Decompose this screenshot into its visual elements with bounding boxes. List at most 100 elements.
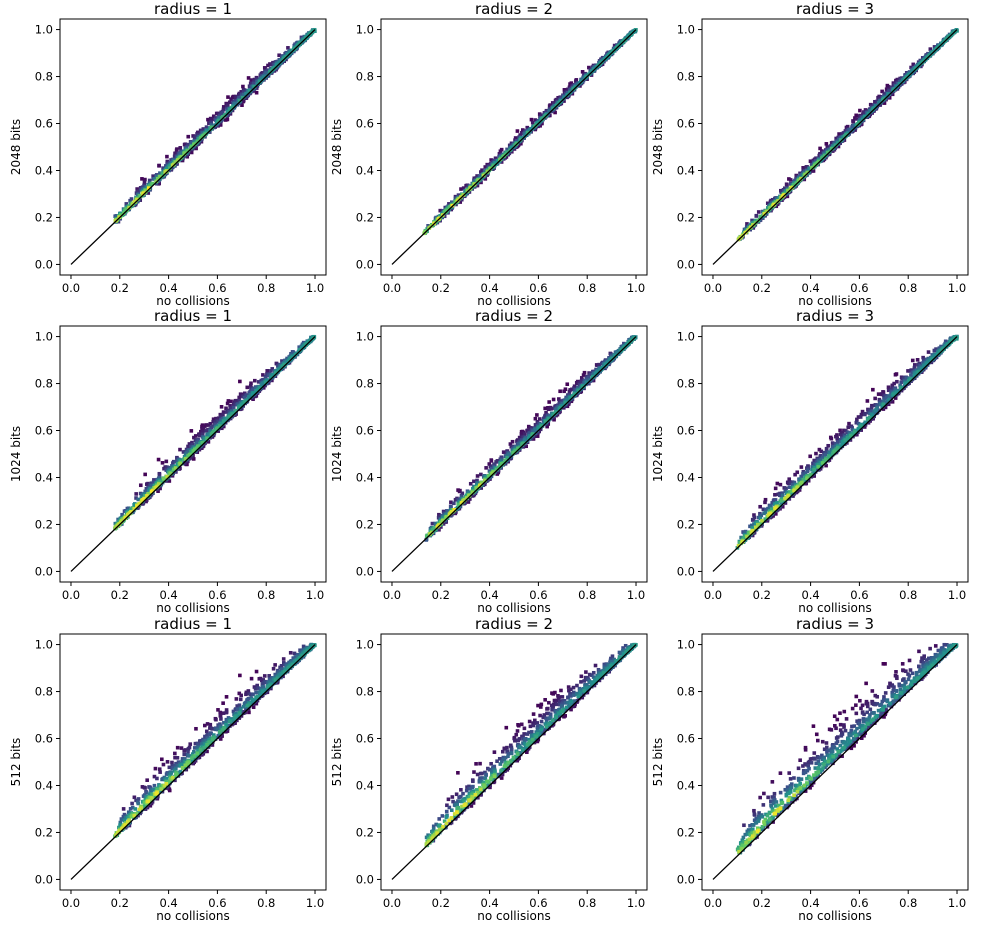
scatter-point <box>603 362 608 367</box>
scatter-point <box>456 193 461 197</box>
scatter-point <box>838 437 843 442</box>
scatter-point <box>248 395 253 399</box>
scatter-point <box>201 427 205 432</box>
scatter-point <box>123 516 128 520</box>
scatter-point <box>498 149 503 154</box>
scatter-point <box>866 112 871 116</box>
scatter-point <box>167 465 172 470</box>
scatter-point <box>535 434 540 438</box>
scatter-point <box>570 394 575 398</box>
scatter-point <box>748 225 753 229</box>
scatter-point <box>189 141 193 146</box>
scatter-point <box>218 113 222 118</box>
scatter-point <box>210 125 214 130</box>
scatter-point <box>161 477 166 481</box>
scatter-point <box>533 427 538 432</box>
scatter-point <box>771 499 776 503</box>
scatter-point <box>876 392 881 396</box>
scatter-point <box>851 124 856 128</box>
panel-title: radius = 1 <box>154 0 232 18</box>
scatter-point <box>260 382 264 387</box>
panel-2: 0.0 0.2 0.4 0.6 0.8 1.00.00.20.40.60.81.0radi… <box>330 0 648 308</box>
scatter-point <box>836 144 841 149</box>
scatter-point <box>124 207 129 211</box>
scatter-point <box>256 380 261 384</box>
scatter-point <box>581 373 586 377</box>
scatter-point <box>135 197 139 202</box>
scatter-point <box>255 82 260 86</box>
scatter-point <box>459 187 463 191</box>
scatter-point <box>223 417 228 421</box>
scatter-point <box>863 114 867 119</box>
scatter-point <box>198 433 202 438</box>
scatter-point <box>893 396 898 400</box>
scatter-point <box>449 500 453 505</box>
scatter-point <box>863 412 867 417</box>
y-tick-label: 0.4 <box>356 470 374 484</box>
scatter-point <box>488 166 493 171</box>
scatter-point <box>183 449 187 454</box>
scatter-point <box>248 393 253 397</box>
scatter-point <box>865 399 870 403</box>
scatter-point <box>552 417 556 422</box>
scatter-point <box>237 98 242 103</box>
scatter-point <box>870 403 874 408</box>
scatter-point <box>943 339 948 344</box>
scatter-point <box>218 116 222 120</box>
scatter-point <box>231 405 236 410</box>
scatter-point <box>143 177 147 182</box>
scatter-point <box>783 186 787 191</box>
scatter-point <box>221 424 226 429</box>
scatter-point <box>289 356 294 360</box>
scatter-point <box>229 97 233 101</box>
scatter-point <box>530 432 534 437</box>
scatter-point <box>266 373 271 378</box>
scatter-point <box>752 513 756 517</box>
scatter-point <box>155 176 160 181</box>
scatter-point <box>447 202 451 206</box>
scatter-point <box>139 495 144 500</box>
scatter-point <box>183 142 188 147</box>
scatter-point <box>452 501 456 506</box>
scatter-point <box>268 70 272 74</box>
scatter-point <box>230 409 234 413</box>
scatter-point <box>435 524 440 529</box>
scatter-point <box>448 204 453 209</box>
scatter-point <box>822 153 827 158</box>
scatter-point <box>791 182 796 187</box>
scatter-point <box>499 456 504 461</box>
scatter-point <box>222 419 226 424</box>
scatter-point <box>230 412 234 416</box>
scatter-point <box>486 474 491 478</box>
x-tick-label: 0.0 <box>704 281 722 295</box>
scatter-point <box>282 362 287 367</box>
scatter-point <box>580 70 585 74</box>
x-tick-label: 0.6 <box>529 281 547 295</box>
scatter-point <box>161 166 165 170</box>
scatter-point <box>882 92 887 96</box>
scatter-point <box>178 146 183 150</box>
scatter-point <box>591 374 595 379</box>
scatter-point <box>520 435 525 440</box>
identity-line <box>391 29 637 265</box>
scatter-point <box>261 75 266 79</box>
scatter-point <box>511 450 516 455</box>
scatter-point <box>765 209 769 214</box>
scatter-point <box>183 452 188 457</box>
scatter-point <box>475 474 480 478</box>
scatter-point <box>164 459 169 464</box>
scatter-point <box>804 168 809 173</box>
scatter-point <box>895 379 899 384</box>
scatter-point <box>226 399 231 403</box>
scatter-point <box>211 417 216 422</box>
scatter-point <box>141 191 146 195</box>
scatter-point <box>531 437 536 441</box>
scatter-point <box>899 380 903 385</box>
scatter-point <box>186 444 190 449</box>
scatter-point <box>547 400 551 404</box>
scatter-point <box>132 506 137 511</box>
scatter-point <box>220 111 225 115</box>
scatter-point <box>150 181 155 186</box>
scatter-point <box>490 471 494 476</box>
scatter-point <box>193 434 198 438</box>
